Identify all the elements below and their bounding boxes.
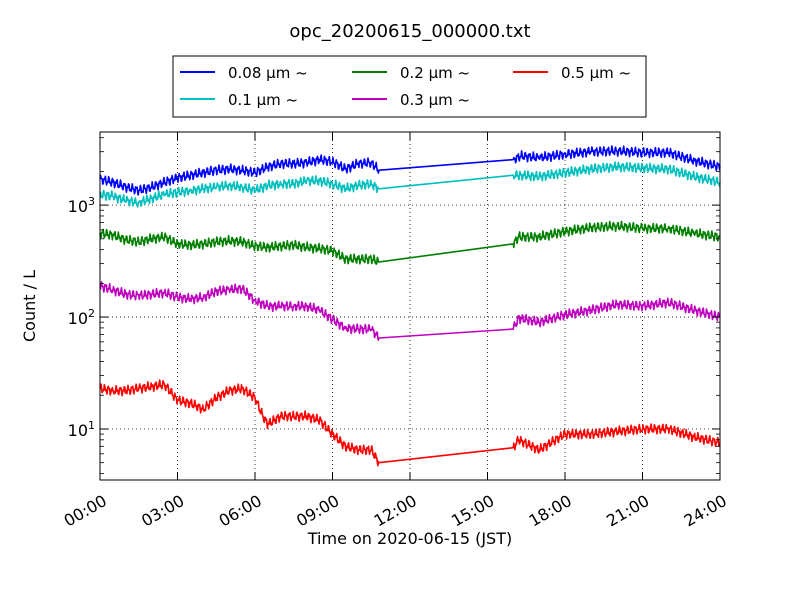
y-tick-label: 103 xyxy=(68,195,95,216)
x-tick-label: 24:00 xyxy=(681,491,730,531)
series-line xyxy=(99,379,721,467)
chart-title: opc_20200615_000000.txt xyxy=(289,21,530,42)
legend-items: 0.08 μm ~ 0.1 μm ~ 0.2 μm ~ 0.3 μm ~ 0.5 μm … xyxy=(180,64,631,109)
legend-label: 0.2 μm ~ xyxy=(400,64,470,82)
x-tick-label: 09:00 xyxy=(293,491,342,531)
legend-label: 0.1 μm ~ xyxy=(228,91,298,109)
ticks xyxy=(99,132,721,480)
legend-box xyxy=(172,55,647,118)
y-tick-label: 101 xyxy=(68,419,95,440)
x-tick-label: 18:00 xyxy=(526,491,575,531)
x-axis-label: Time on 2020-06-15 (JST) xyxy=(307,529,512,548)
series-line xyxy=(99,281,721,341)
x-tick-label: 03:00 xyxy=(138,491,187,531)
series-line xyxy=(99,161,721,208)
x-tick-label: 21:00 xyxy=(603,491,652,531)
x-tick-label: 15:00 xyxy=(448,491,497,531)
x-tick-labels: 00:00 03:00 06:00 09:00 12:00 15:00 18:00 21:00… xyxy=(61,491,730,531)
x-tick-label: 00:00 xyxy=(61,491,110,531)
legend-label: 0.5 μm ~ xyxy=(561,64,631,82)
series-line xyxy=(99,145,721,196)
x-tick-label: 12:00 xyxy=(371,491,420,531)
legend-label: 0.3 μm ~ xyxy=(400,91,470,109)
series-layer xyxy=(99,145,721,467)
y-axis-label: Count / L xyxy=(20,270,39,342)
series-line xyxy=(99,220,721,265)
x-tick-label: 06:00 xyxy=(216,491,265,531)
legend-label: 0.08 μm ~ xyxy=(228,64,308,82)
y-tick-labels: 101 102 103 xyxy=(68,195,95,440)
y-tick-label: 102 xyxy=(68,307,95,328)
legend: 0.08 μm ~ 0.1 μm ~ 0.2 μm ~ 0.3 μm ~ 0.5 μm … xyxy=(172,55,647,118)
